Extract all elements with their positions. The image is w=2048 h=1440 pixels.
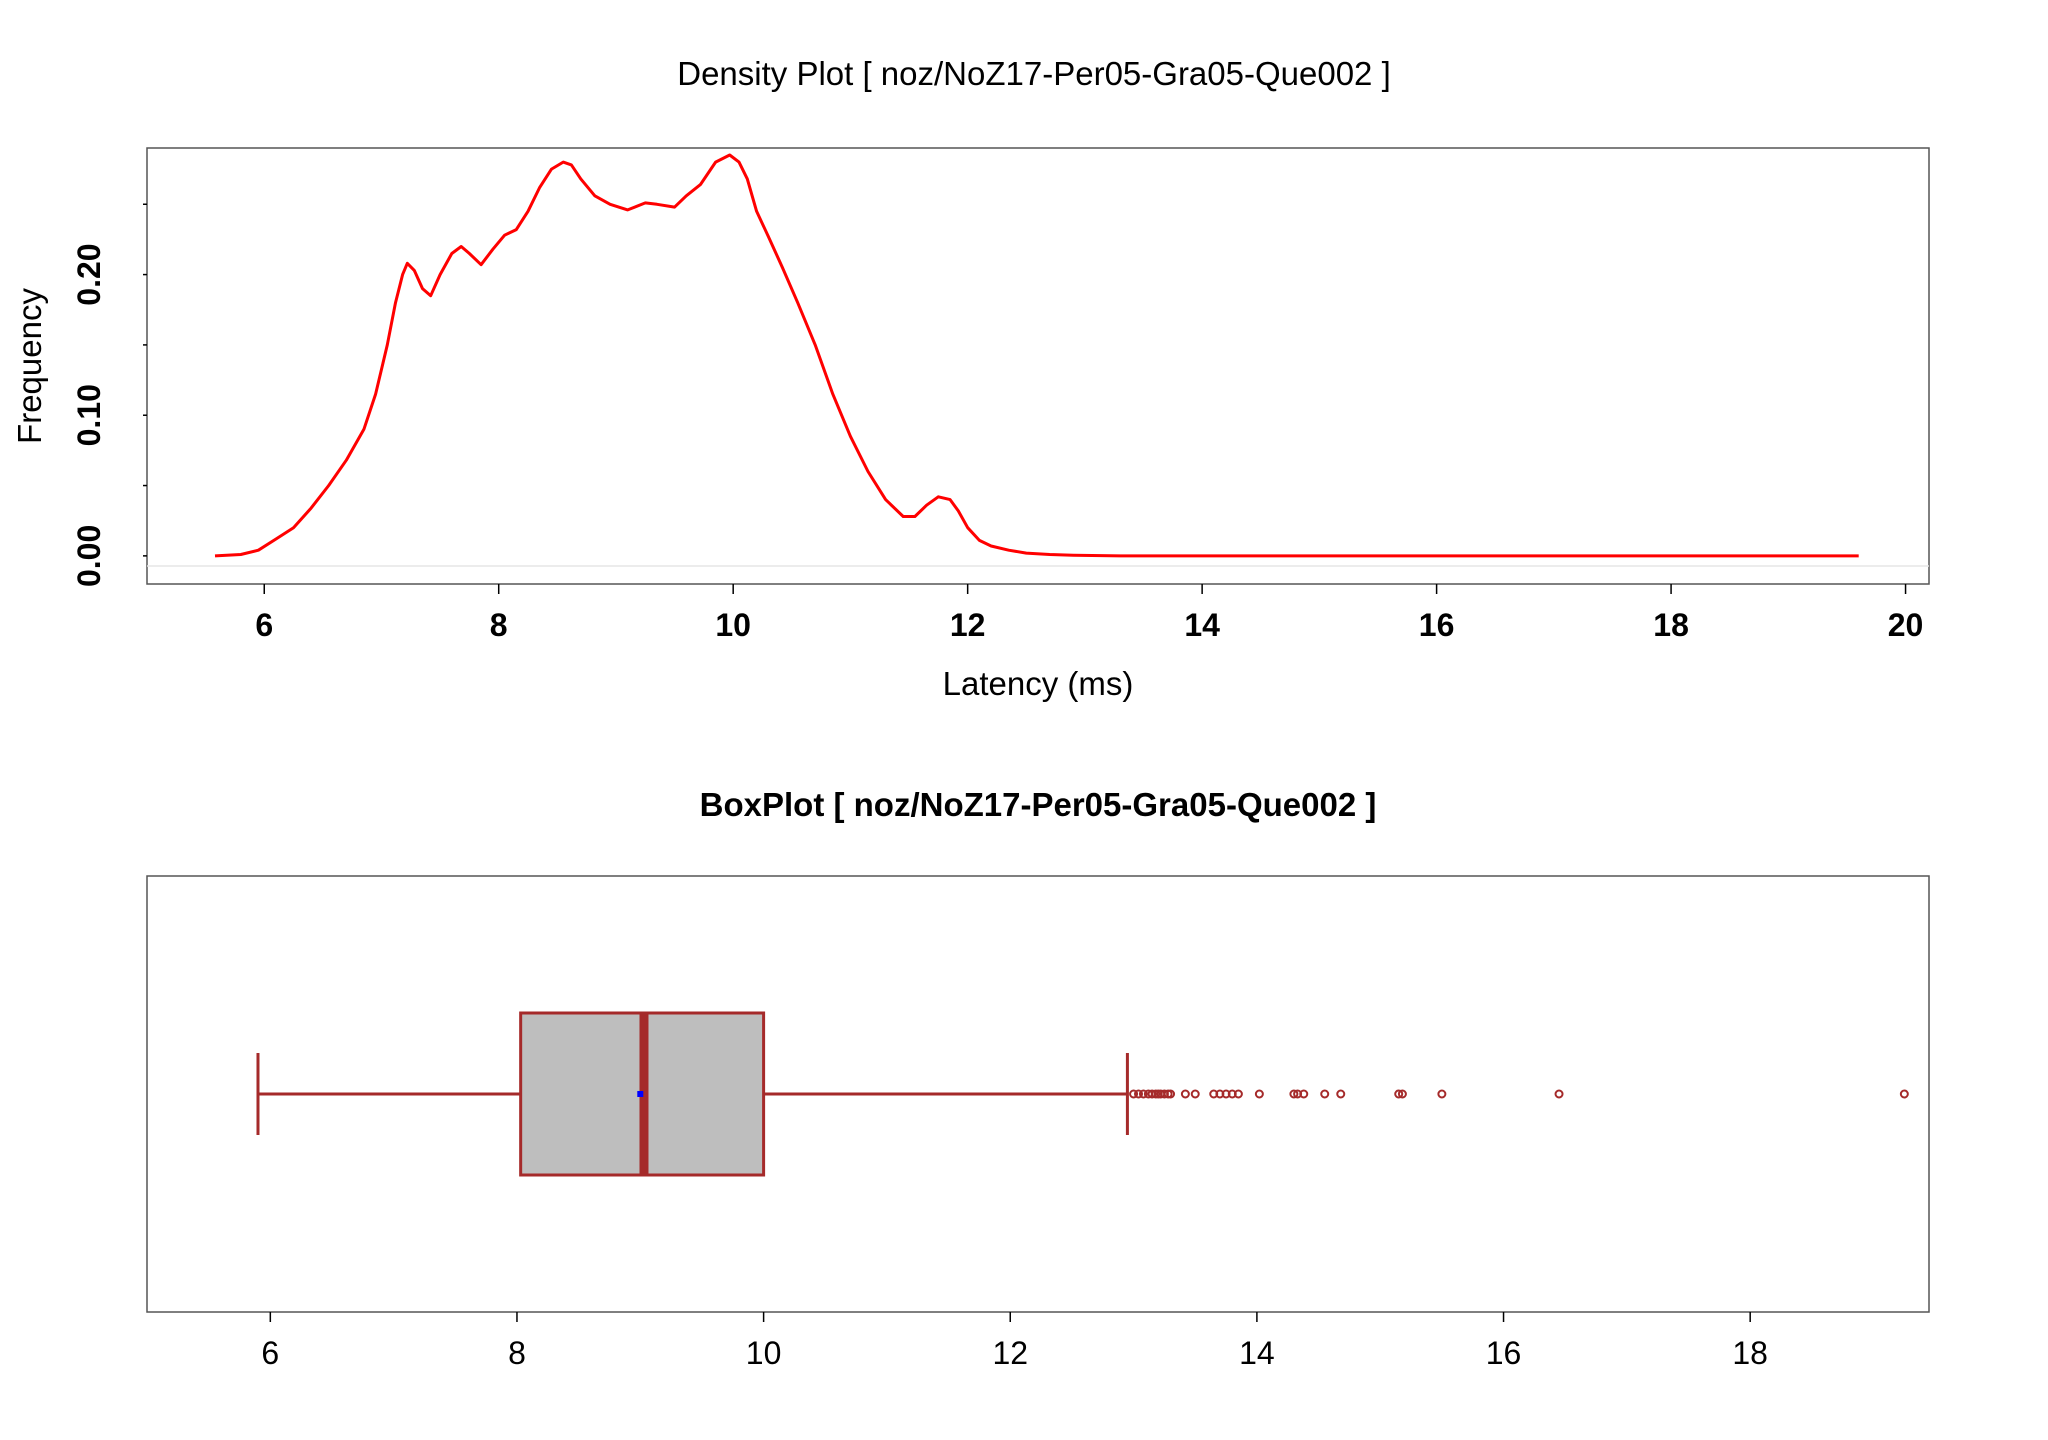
density-title: Density Plot [ noz/NoZ17-Per05-Gra05-Que… [677, 55, 1391, 92]
boxplot-outlier-point [1180, 1089, 1190, 1099]
density-x-tick-label: 10 [715, 607, 751, 643]
boxplot-outlier-point [1394, 1089, 1404, 1099]
boxplot-x-tick-label: 14 [1239, 1335, 1275, 1371]
density-curve [214, 153, 1859, 558]
boxplot-x-tick-label: 18 [1732, 1335, 1768, 1371]
boxplot-title: BoxPlot [ noz/NoZ17-Per05-Gra05-Que002 ] [700, 786, 1377, 823]
boxplot-outlier-point [1134, 1089, 1144, 1099]
density-x-tick-label: 20 [1888, 607, 1924, 643]
density-x-axis: 6 8 10 12 14 16 18 20 [255, 584, 1923, 643]
boxplot-x-tick-label: 12 [992, 1335, 1028, 1371]
density-y-label: Frequency [11, 288, 48, 444]
boxplot-x-axis: 6 8 10 12 14 16 18 [261, 1312, 1768, 1371]
density-x-tick-label: 8 [490, 607, 508, 643]
density-x-tick-label: 6 [255, 607, 273, 643]
density-x-tick-label: 14 [1184, 607, 1220, 643]
boxplot-outlier-point [1190, 1089, 1200, 1099]
boxplot-outlier-point [1299, 1089, 1309, 1099]
boxplot-outlier-point [1254, 1089, 1264, 1099]
density-x-tick-label: 18 [1653, 607, 1689, 643]
boxplot-x-tick-label: 6 [261, 1335, 279, 1371]
boxplot-outlier-point [1554, 1089, 1564, 1099]
density-y-tick-label: 0.10 [71, 384, 107, 446]
boxplot-x-tick-label: 10 [746, 1335, 782, 1371]
density-y-tick-label: 0.00 [71, 525, 107, 587]
boxplot-plot-frame [146, 875, 1930, 1313]
density-y-tick-label: 0.20 [71, 243, 107, 305]
boxplot-outlier-point [1289, 1089, 1299, 1099]
boxplot-outlier-point [1899, 1089, 1909, 1099]
density-plot-frame [146, 147, 1930, 585]
density-y-axis: 0.00 0.10 0.20 [71, 203, 147, 587]
density-x-tick-label: 12 [950, 607, 986, 643]
density-x-tick-label: 16 [1419, 607, 1455, 643]
boxplot-x-tick-label: 16 [1486, 1335, 1522, 1371]
boxplot-outlier-point [1129, 1089, 1139, 1099]
boxplot-box [256, 1011, 1129, 1177]
boxplot-outliers [1129, 1089, 1909, 1099]
boxplot-outlier-point [1320, 1089, 1330, 1099]
boxplot-mean-marker [637, 1091, 644, 1097]
density-x-label: Latency (ms) [943, 665, 1134, 702]
boxplot-outlier-point [1336, 1089, 1346, 1099]
boxplot-outlier-point [1437, 1089, 1447, 1099]
boxplot-outlier-point [1233, 1089, 1243, 1099]
boxplot-outlier-point [1138, 1089, 1148, 1099]
boxplot-x-tick-label: 8 [508, 1335, 526, 1371]
boxplot-outlier-point [1397, 1089, 1407, 1099]
boxplot-outlier-point [1166, 1089, 1176, 1099]
